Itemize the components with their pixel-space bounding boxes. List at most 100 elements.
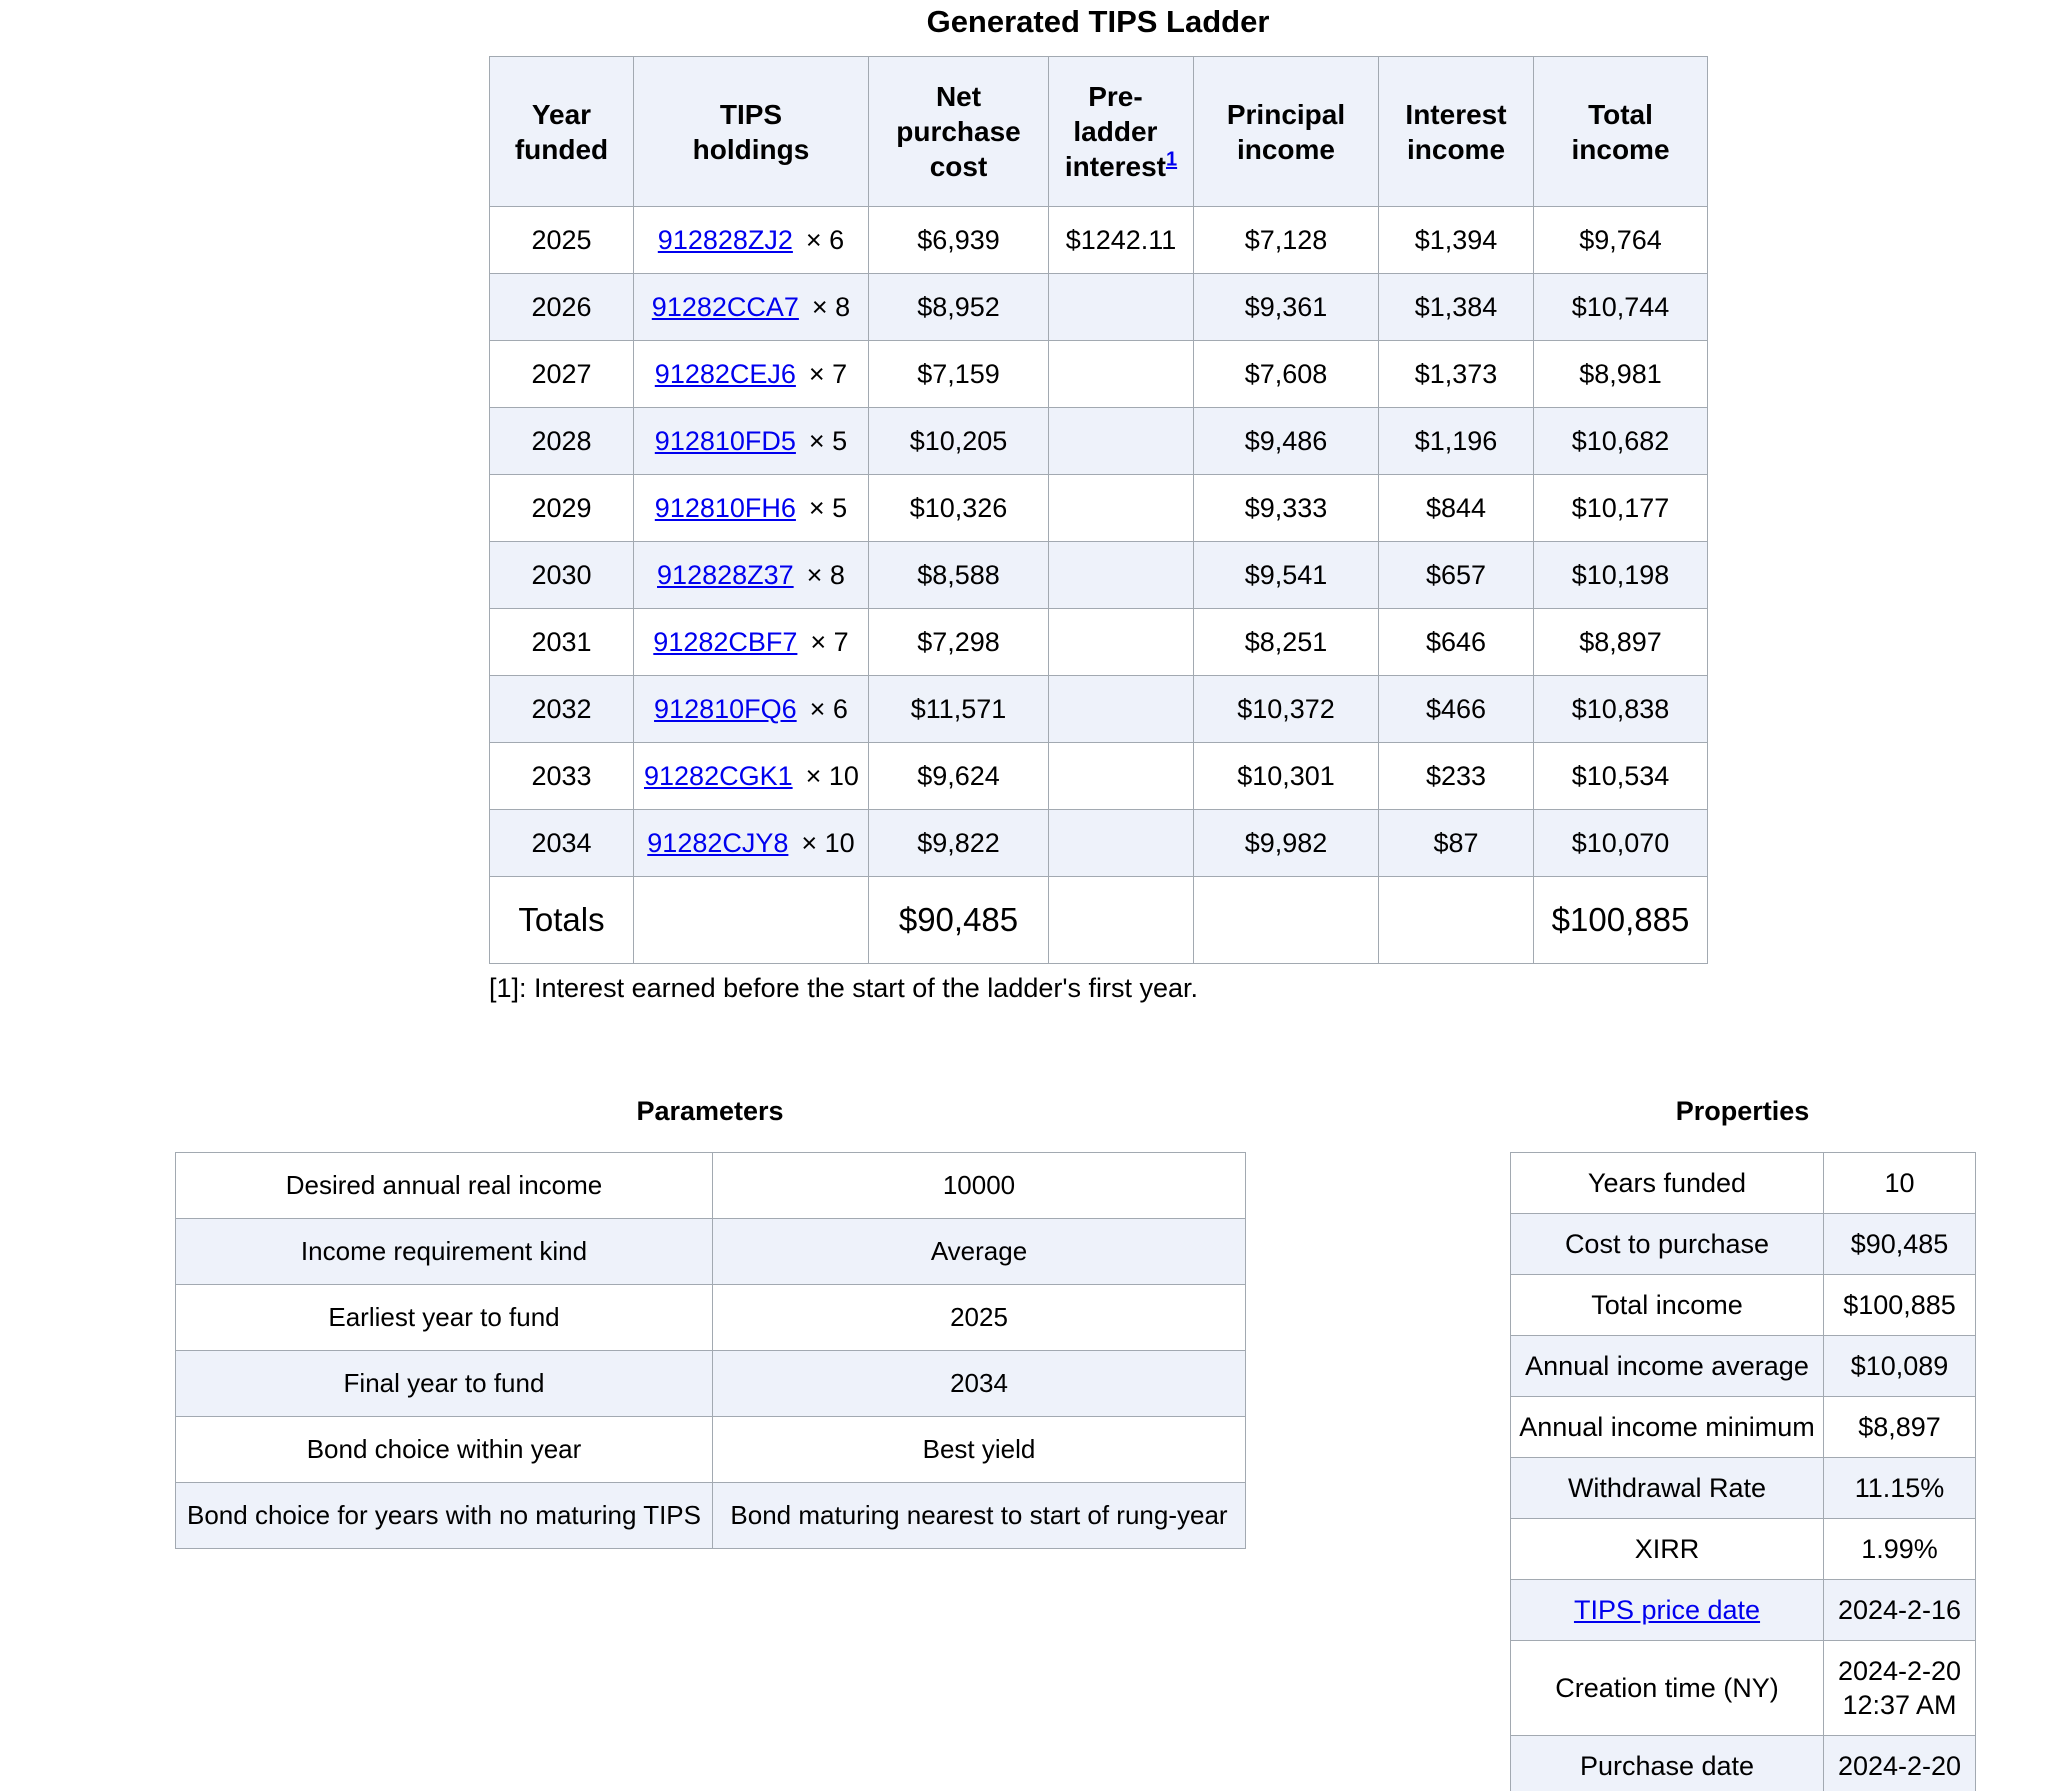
parameter-label: Bond choice within year	[175, 1416, 713, 1483]
cusip-link[interactable]: 912828Z37	[657, 560, 794, 590]
pre-ladder-interest-cell: $1242.11	[1048, 206, 1194, 274]
col-header-pre-ladder-interest: Pre-ladder interest1	[1048, 56, 1194, 207]
cusip-link[interactable]: 912810FQ6	[654, 694, 797, 724]
parameters-title: Parameters	[636, 1096, 784, 1126]
tips-price-date-link[interactable]: TIPS price date	[1573, 1595, 1761, 1625]
property-row: Total income $100,885	[1510, 1274, 1976, 1336]
property-label: TIPS price date	[1510, 1579, 1824, 1641]
cusip-link[interactable]: 912810FH6	[654, 493, 796, 523]
interest-income-cell: $646	[1378, 608, 1534, 676]
net-purchase-cost-cell: $7,298	[868, 608, 1049, 676]
col-header-label: TIPS holdings	[692, 98, 810, 165]
properties-section: Properties Years funded 10 Cost to purchas…	[1510, 1095, 1976, 1791]
pre-ladder-interest-cell	[1048, 742, 1194, 810]
parameter-label: Desired annual real income	[175, 1152, 713, 1219]
holding-quantity: × 10	[805, 761, 859, 791]
property-row: Withdrawal Rate 11.15%	[1510, 1457, 1976, 1519]
cusip-link[interactable]: 912810FD5	[654, 426, 796, 456]
ladder-header-row: Year funded TIPS holdings Net purchase cos…	[489, 56, 1708, 207]
cusip-link[interactable]: 91282CJY8	[647, 828, 789, 858]
tips-holdings-cell: 912810FH6 × 5	[633, 474, 869, 542]
property-label: Cost to purchase	[1510, 1213, 1824, 1275]
holding-quantity: × 8	[811, 292, 851, 322]
parameter-row: Bond choice for years with no maturing T…	[175, 1482, 1246, 1549]
year-funded-cell: 2034	[489, 809, 634, 877]
cusip-link[interactable]: 91282CCA7	[651, 292, 799, 322]
net-purchase-cost-cell: $8,588	[868, 541, 1049, 609]
parameters-section: Parameters Desired annual real income 100…	[175, 1095, 1246, 1549]
property-value: $10,089	[1823, 1335, 1976, 1397]
year-funded-cell: 2030	[489, 541, 634, 609]
parameter-value: Average	[712, 1218, 1246, 1285]
parameter-row: Desired annual real income 10000	[175, 1152, 1246, 1219]
cusip-link[interactable]: 912828ZJ2	[657, 225, 793, 255]
pre-ladder-interest-cell	[1048, 474, 1194, 542]
ladder-row: 2032 912810FQ6 × 6 $11,571 $10,372 $466 $10,83…	[489, 675, 1708, 743]
parameter-value: 2034	[712, 1350, 1246, 1417]
total-income-cell: $10,744	[1533, 273, 1708, 341]
property-row: Creation time (NY) 2024-2-20 12:37 AM	[1510, 1640, 1976, 1736]
properties-body: Years funded 10 Cost to purchase $90,485 Tot…	[1510, 1152, 1976, 1791]
cusip-link[interactable]: 91282CBF7	[653, 627, 798, 657]
total-income-cell: $10,682	[1533, 407, 1708, 475]
total-income-cell: $9,764	[1533, 206, 1708, 274]
ladder-body: 2025 912828ZJ2 × 6 $6,939 $1242.11 $7,128 $1,3…	[489, 206, 1708, 877]
ladder-row: 2027 91282CEJ6 × 7 $7,159 $7,608 $1,373 $8,981	[489, 340, 1708, 408]
principal-income-cell: $9,333	[1193, 474, 1379, 542]
ladder-table: Year funded TIPS holdings Net purchase cos…	[489, 56, 1708, 964]
property-row: Annual income average $10,089	[1510, 1335, 1976, 1397]
net-purchase-cost-cell: $10,205	[868, 407, 1049, 475]
properties-table: Years funded 10 Cost to purchase $90,485 Tot…	[1510, 1152, 1976, 1791]
parameter-value: 2025	[712, 1284, 1246, 1351]
footnote-ref-link[interactable]: 1	[1166, 148, 1178, 171]
cusip-link[interactable]: 91282CEJ6	[654, 359, 796, 389]
interest-income-cell: $1,394	[1378, 206, 1534, 274]
total-income-cell: $8,981	[1533, 340, 1708, 408]
cusip-link[interactable]: 91282CGK1	[644, 761, 793, 791]
principal-income-cell: $8,251	[1193, 608, 1379, 676]
tips-holdings-cell: 91282CBF7 × 7	[633, 608, 869, 676]
ladder-totals-body: Totals $90,485 $100,885	[489, 876, 1708, 964]
parameter-label: Final year to fund	[175, 1350, 713, 1417]
property-label: Annual income average	[1510, 1335, 1824, 1397]
property-label: Total income	[1510, 1274, 1824, 1336]
property-label: Purchase date	[1510, 1735, 1824, 1791]
totals-total-income: $100,885	[1533, 876, 1708, 964]
total-income-cell: $10,177	[1533, 474, 1708, 542]
pre-ladder-interest-cell	[1048, 541, 1194, 609]
holding-quantity: × 6	[805, 225, 845, 255]
property-row: XIRR 1.99%	[1510, 1518, 1976, 1580]
property-value: $8,897	[1823, 1396, 1976, 1458]
principal-income-cell: $7,128	[1193, 206, 1379, 274]
footnote-ref: 1	[1166, 149, 1177, 171]
total-income-cell: $10,070	[1533, 809, 1708, 877]
principal-income-cell: $9,541	[1193, 541, 1379, 609]
net-purchase-cost-cell: $9,624	[868, 742, 1049, 810]
ladder-row: 2025 912828ZJ2 × 6 $6,939 $1242.11 $7,128 $1,3…	[489, 206, 1708, 274]
totals-net-purchase-cost: $90,485	[868, 876, 1049, 964]
property-value: 11.15%	[1823, 1457, 1976, 1519]
pre-ladder-interest-cell	[1048, 608, 1194, 676]
net-purchase-cost-cell: $11,571	[868, 675, 1049, 743]
property-value: $100,885	[1823, 1274, 1976, 1336]
tips-holdings-cell: 91282CCA7 × 8	[633, 273, 869, 341]
ladder-row: 2034 91282CJY8 × 10 $9,822 $9,982 $87 $10,070	[489, 809, 1708, 877]
interest-income-cell: $466	[1378, 675, 1534, 743]
parameter-row: Earliest year to fund 2025	[175, 1284, 1246, 1351]
property-label: Annual income minimum	[1510, 1396, 1824, 1458]
totals-principal-cell	[1193, 876, 1379, 964]
property-value: 2024-2-16	[1823, 1579, 1976, 1641]
year-funded-cell: 2028	[489, 407, 634, 475]
principal-income-cell: $10,372	[1193, 675, 1379, 743]
property-label: Withdrawal Rate	[1510, 1457, 1824, 1519]
property-row: Purchase date 2024-2-20	[1510, 1735, 1976, 1791]
interest-income-cell: $1,373	[1378, 340, 1534, 408]
parameter-row: Income requirement kind Average	[175, 1218, 1246, 1285]
property-value: 10	[1823, 1152, 1976, 1214]
col-header-tips-holdings: TIPS holdings	[633, 56, 869, 207]
interest-income-cell: $844	[1378, 474, 1534, 542]
total-income-cell: $10,534	[1533, 742, 1708, 810]
parameter-row: Bond choice within year Best yield	[175, 1416, 1246, 1483]
ladder-row: 2029 912810FH6 × 5 $10,326 $9,333 $844 $10,177	[489, 474, 1708, 542]
